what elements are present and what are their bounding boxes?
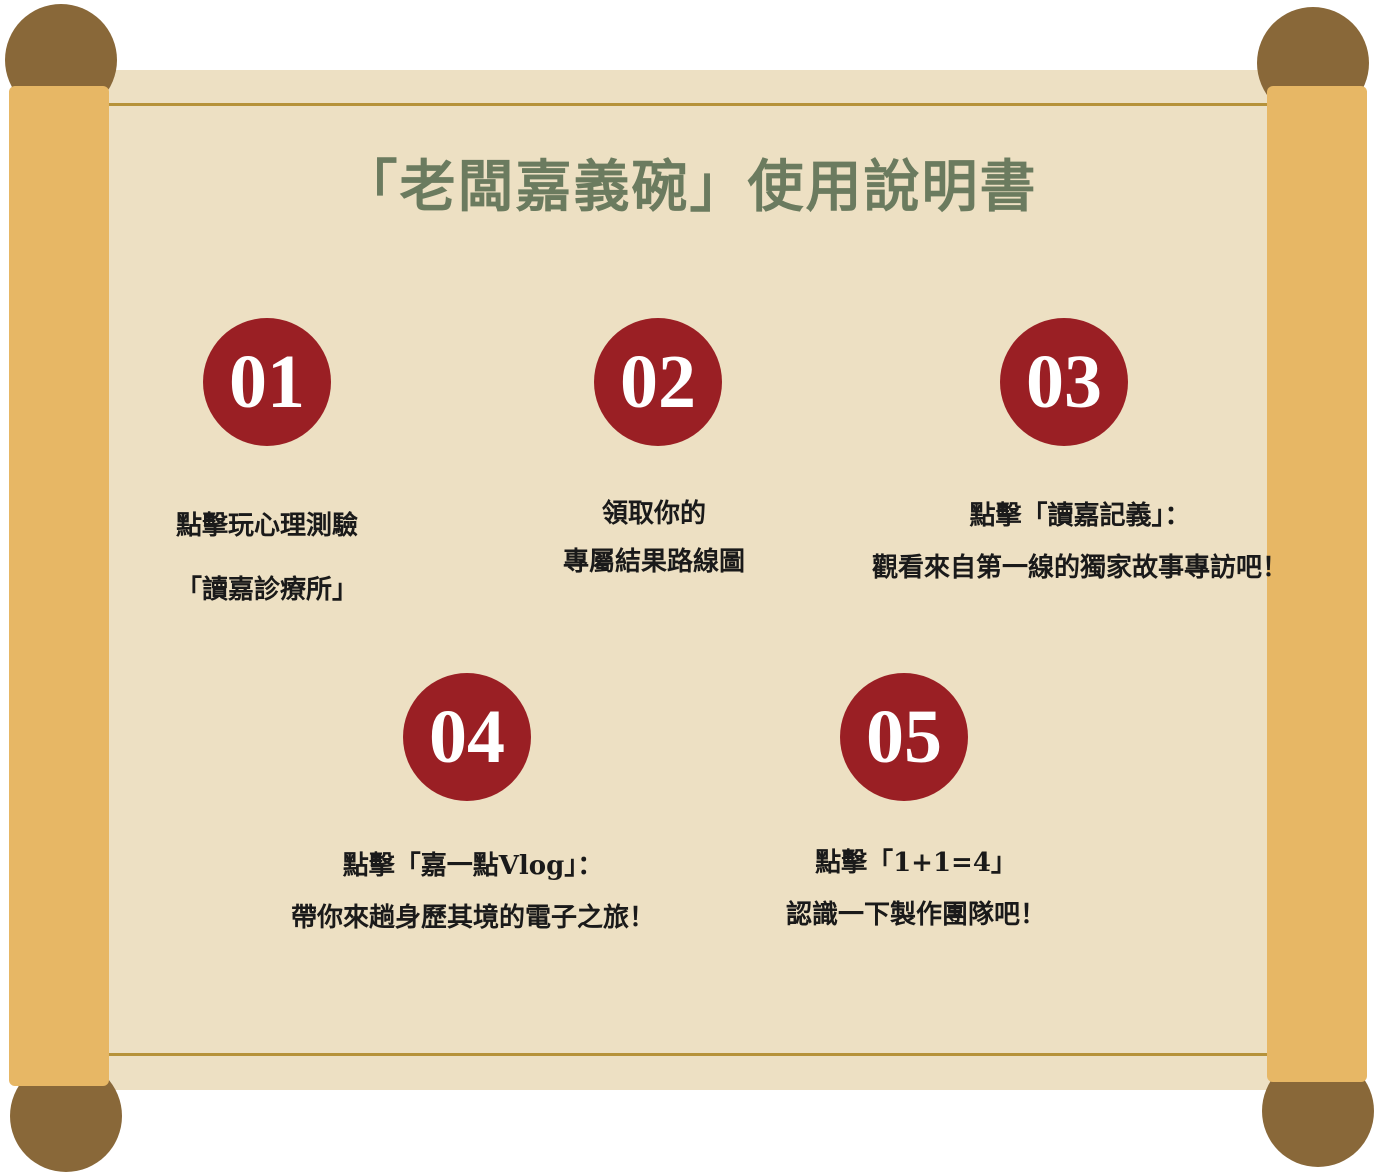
step-number-badge: 03 [1000,318,1128,446]
step-number-badge: 01 [203,318,331,446]
scroll-rod-right [1267,86,1367,1082]
step-description: 領取你的 專屬結果路線圖 [524,490,784,586]
scroll-paper [60,70,1322,1090]
step-description-line: 點擊「讀嘉記義」： [969,501,1191,531]
step-description-line: 「讀嘉診療所」 [175,575,358,605]
step-description-line: 認識一下製作團隊吧！ [785,900,1046,930]
step-description-line: 觀看來自第一線的獨家故事專訪吧！ [871,553,1288,583]
step-description-line: 帶你來趟身歷其境的電子之旅！ [290,903,655,933]
step-description: 點擊「讀嘉記義」： 觀看來自第一線的獨家故事專訪吧！ [835,490,1325,594]
scroll-rod-left [9,86,109,1086]
step-number-badge: 04 [403,673,531,801]
step-description-line: 點擊「1+1=4」 [815,848,1017,878]
step-description: 點擊「嘉一點Vlog」： 帶你來趟身歷其境的電子之旅！ [268,840,678,944]
step-description-line: 點擊「嘉一點Vlog」： [342,851,604,881]
step-description: 點擊玩心理測驗 「讀嘉診療所」 [137,494,397,622]
page-title: 「老闆嘉義碗」使用說明書 [341,154,1038,220]
step-number-badge: 05 [840,673,968,801]
top-border-line [100,103,1280,106]
step-description: 點擊「1+1=4」 認識一下製作團隊吧！ [766,837,1066,941]
step-description-line: 專屬結果路線圖 [562,547,745,577]
step-description-line: 點擊玩心理測驗 [175,511,358,541]
bottom-border-line [100,1053,1280,1056]
step-description-line: 領取你的 [601,499,706,529]
step-number-badge: 02 [594,318,722,446]
